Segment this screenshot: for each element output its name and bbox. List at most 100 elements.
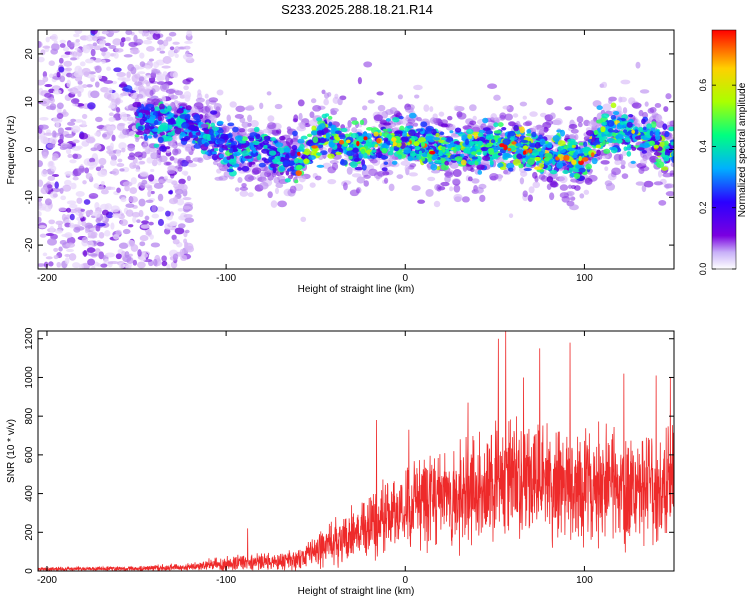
speckle-point — [177, 223, 186, 229]
speckle-point — [226, 168, 234, 173]
speckle-point — [112, 38, 122, 46]
speckle-point — [211, 126, 220, 131]
speckle-point — [116, 162, 125, 167]
speckle-point — [183, 213, 193, 218]
speckle-point — [570, 128, 579, 134]
speckle-point — [184, 217, 195, 223]
speckle-point — [583, 141, 588, 148]
speckle-point — [128, 196, 139, 203]
speckle-point — [658, 199, 667, 206]
speckle-point — [630, 160, 636, 164]
speckle-point — [600, 160, 610, 165]
speckle-point — [472, 115, 477, 121]
colorbar-ticks: 0.0 0.2 0.4 0.6 — [698, 79, 736, 275]
speckle-point — [421, 153, 429, 158]
speckle-point — [239, 190, 249, 197]
speckle-point — [176, 198, 185, 206]
speckle-point — [628, 114, 634, 118]
speckle-point — [258, 162, 266, 168]
speckle-point — [434, 159, 442, 164]
speckle-hotspot — [511, 141, 517, 145]
speckle-point — [116, 123, 125, 131]
speckle-point — [45, 36, 50, 43]
speckle-point — [239, 186, 249, 191]
speckle-point — [73, 33, 80, 38]
speckle-hotspot — [522, 145, 529, 150]
speckle-point — [59, 43, 66, 48]
speckle-point — [161, 83, 168, 90]
speckle-point — [550, 180, 558, 188]
speckle-point — [111, 134, 116, 142]
speckle-hotspot — [534, 156, 541, 162]
speckle-point — [502, 138, 511, 146]
speckle-point — [661, 166, 669, 171]
speckle-point — [650, 136, 656, 142]
speckle-point — [98, 231, 105, 239]
speckle-point — [522, 157, 526, 164]
speckle-point — [429, 117, 437, 124]
speckle-point — [216, 138, 225, 145]
speckle-point — [240, 144, 247, 149]
speckle-point — [656, 161, 665, 169]
speckle-point — [150, 168, 155, 173]
speckle-point — [557, 146, 564, 151]
snr-x-tick-label: 100 — [576, 575, 593, 586]
speckle-point — [356, 188, 361, 194]
speckle-point — [67, 41, 75, 48]
speckle-point — [184, 40, 193, 44]
speckle-point — [601, 121, 609, 126]
speckle-point — [87, 240, 94, 249]
speckle-point — [669, 170, 674, 176]
speckle-point — [282, 160, 290, 166]
speckle-point — [610, 102, 617, 109]
speckle-point — [157, 39, 164, 45]
speckle-point — [618, 153, 624, 162]
speckle-point — [81, 113, 88, 119]
speckle-point — [270, 200, 278, 208]
speckle-point — [467, 133, 473, 140]
snr-y-tick-label: 600 — [24, 446, 35, 463]
speckle-point — [45, 256, 53, 260]
speckle-hotspot — [555, 156, 560, 161]
spectrogram-y-tick-label: -10 — [24, 190, 35, 205]
speckle-point — [284, 153, 290, 161]
speckle-point — [529, 111, 538, 117]
speckle-point — [89, 157, 96, 163]
speckle-point — [159, 50, 166, 54]
speckle-point — [285, 170, 290, 176]
speckle-point — [143, 30, 150, 37]
speckle-point — [408, 129, 416, 137]
speckle-point — [440, 181, 450, 187]
speckle-point — [152, 32, 161, 40]
speckle-point — [529, 142, 537, 148]
speckle-point — [408, 112, 417, 119]
speckle-point — [71, 125, 81, 133]
speckle-point — [325, 132, 330, 140]
speckle-point — [638, 126, 644, 133]
speckle-point — [346, 166, 353, 175]
speckle-point — [546, 183, 552, 190]
speckle-point — [57, 223, 63, 229]
speckle-point — [444, 171, 454, 178]
speckle-point — [332, 96, 340, 104]
speckle-point — [253, 126, 260, 133]
speckle-point — [39, 117, 49, 121]
speckle-point — [646, 123, 652, 129]
speckle-point — [393, 126, 401, 132]
speckle-point — [136, 219, 141, 224]
speckle-point — [497, 122, 504, 127]
speckle-point — [47, 160, 55, 169]
speckle-point — [193, 114, 201, 121]
speckle-point — [250, 120, 259, 128]
speckle-point — [165, 36, 173, 42]
speckle-point — [145, 103, 155, 108]
speckle-point — [277, 175, 286, 182]
speckle-point — [670, 141, 674, 146]
speckle-point — [604, 180, 613, 187]
speckle-point — [128, 130, 136, 137]
speckle-point — [51, 43, 60, 51]
speckle-point — [151, 159, 158, 167]
speckle-point — [512, 113, 519, 118]
speckle-point — [391, 160, 398, 165]
